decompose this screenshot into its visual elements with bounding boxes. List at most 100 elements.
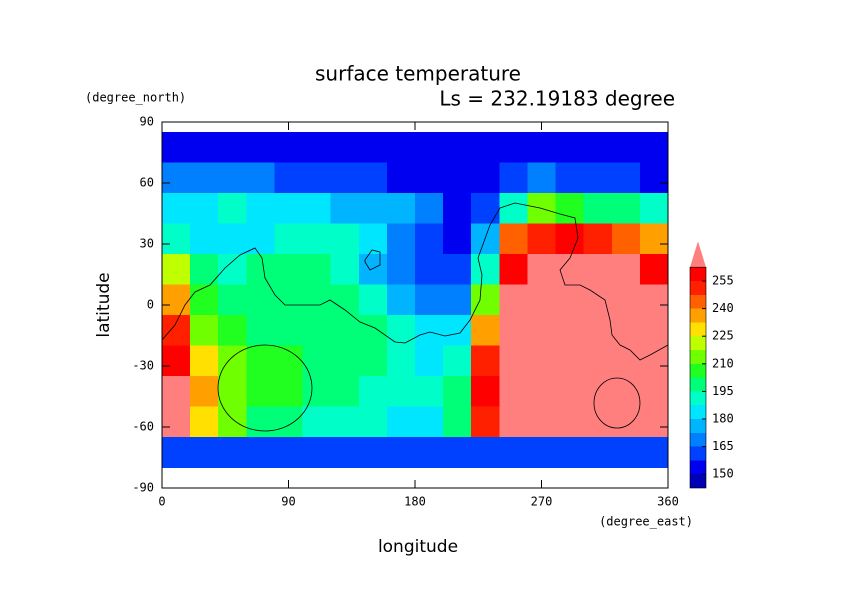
- cell: [443, 376, 472, 408]
- cell: [471, 437, 500, 469]
- cell: [471, 193, 500, 225]
- cell: [162, 193, 191, 225]
- cell: [583, 406, 613, 438]
- cell: [330, 254, 360, 286]
- cell: [471, 132, 500, 164]
- cell: [330, 406, 360, 438]
- cell: [218, 437, 247, 469]
- colorbar-box: [690, 350, 706, 364]
- cell: [583, 132, 613, 164]
- cell: [274, 193, 304, 225]
- cell: [443, 132, 472, 164]
- cell: [611, 162, 641, 194]
- cell: [386, 132, 416, 164]
- cell: [330, 315, 360, 347]
- cell: [358, 162, 388, 194]
- colorbar-tick-label: 165: [712, 439, 734, 453]
- colorbar: 150 165 180 195 210 225 240 255: [689, 241, 734, 489]
- cell: [639, 162, 669, 194]
- cell: [639, 376, 669, 408]
- cell: [190, 162, 219, 194]
- cell: [274, 254, 304, 286]
- cell: [358, 193, 388, 225]
- cell: [583, 223, 613, 255]
- cell: [386, 437, 416, 469]
- cell: [358, 406, 388, 438]
- cell: [190, 315, 219, 347]
- chart-subtitle: Ls = 232.19183 degree: [439, 87, 675, 111]
- colorbar-tick-label: 150: [712, 467, 734, 481]
- cell: [246, 406, 275, 438]
- cell: [471, 254, 500, 286]
- cell: [555, 345, 585, 377]
- cell: [330, 345, 360, 377]
- cell: [358, 132, 388, 164]
- cell: [218, 223, 247, 255]
- cell: [330, 284, 360, 316]
- coastline-basin: [217, 344, 313, 432]
- cell: [330, 376, 360, 408]
- y-tick-label: 90: [140, 115, 154, 129]
- cell: [471, 406, 500, 438]
- cell: [527, 315, 557, 347]
- cell: [415, 376, 444, 408]
- cell: [190, 193, 219, 225]
- colorbar-over: [690, 241, 706, 268]
- colorbar-box: [690, 419, 706, 433]
- cell: [527, 406, 557, 438]
- cell: [639, 223, 669, 255]
- cell: [639, 132, 669, 164]
- cell: [386, 162, 416, 194]
- cell: [274, 132, 304, 164]
- cell: [386, 193, 416, 225]
- x-axis-label: longitude: [378, 537, 458, 557]
- cell: [443, 315, 472, 347]
- cell: [386, 284, 416, 316]
- coastline-main: [161, 202, 669, 361]
- cell: [415, 345, 444, 377]
- cell: [499, 223, 528, 255]
- cell: [190, 284, 219, 316]
- colorbar-tick-label: 225: [712, 329, 734, 343]
- cell: [499, 437, 528, 469]
- cell: [302, 193, 332, 225]
- cell: [162, 284, 191, 316]
- colorbar-box: [690, 363, 706, 378]
- cell: [415, 406, 444, 438]
- cell: [555, 437, 585, 469]
- cell: [415, 223, 444, 255]
- colorbar-tick-label: 240: [712, 301, 734, 315]
- colorbar-box: [690, 377, 706, 392]
- cell: [639, 315, 669, 347]
- cell: [499, 376, 528, 408]
- cell: [246, 254, 275, 286]
- colorbar-box: [690, 432, 706, 447]
- cell: [583, 254, 613, 286]
- cell: [555, 376, 585, 408]
- y-unit: (degree_north): [85, 91, 186, 105]
- cell: [246, 376, 275, 408]
- cell: [611, 376, 641, 408]
- cell: [583, 193, 613, 225]
- cell: [443, 284, 472, 316]
- colorbar-box: [690, 391, 706, 406]
- cell: [443, 254, 472, 286]
- cell: [330, 223, 360, 255]
- cell: [471, 162, 500, 194]
- cell: [358, 376, 388, 408]
- axes: 0 90 180 270 360 -90 -60 -30 0 30 60 90: [132, 115, 679, 509]
- cell: [527, 254, 557, 286]
- cell: [302, 132, 332, 164]
- cell: [386, 345, 416, 377]
- cell: [302, 315, 332, 347]
- cell: [302, 406, 332, 438]
- cell: [162, 376, 191, 408]
- colorbar-box: [690, 460, 706, 475]
- colorbar-box: [690, 294, 706, 309]
- colorbar-box: [690, 446, 706, 461]
- colorbar-tick-label: 195: [712, 384, 734, 398]
- cell: [358, 223, 388, 255]
- cell: [358, 315, 388, 347]
- cell: [611, 406, 641, 438]
- coastline: [161, 202, 669, 432]
